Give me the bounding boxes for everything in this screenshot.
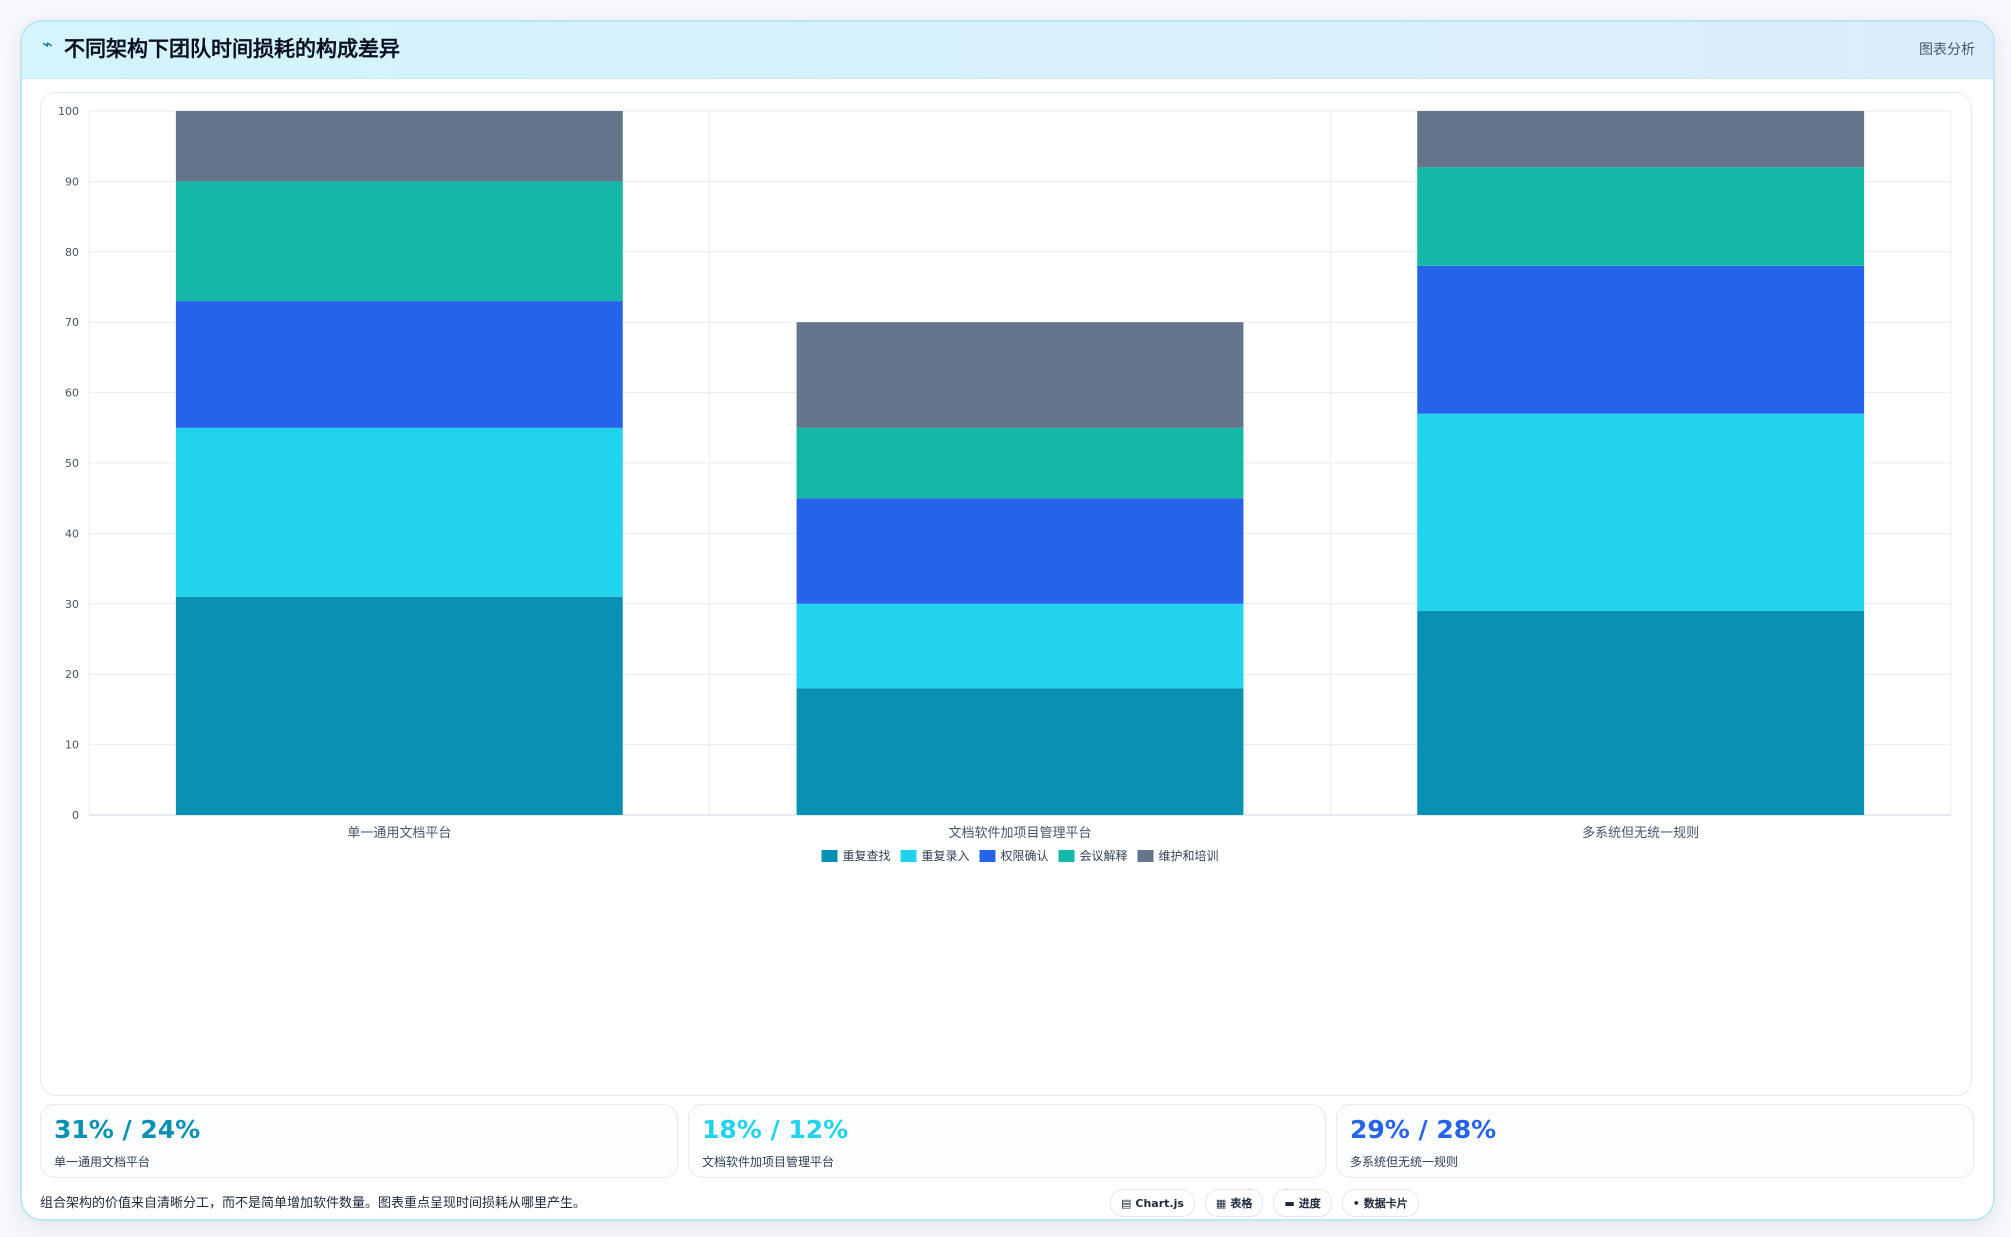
- footnote: 组合架构的价值来自清晰分工，而不是简单增加软件数量。图表重点呈现时间损耗从哪里产…: [40, 1196, 587, 1211]
- bar-segment: [175, 301, 623, 428]
- bar-segment: [1417, 111, 1865, 168]
- trend-line-icon: ⌁: [42, 34, 53, 55]
- chart-card: ⌁ 不同架构下团队时间损耗的构成差异 图表分析 0 10 20 30 40 50 60 70 8…: [20, 20, 1995, 1221]
- legend-label: 重复查找: [843, 849, 891, 863]
- y-tick-label: 70: [65, 316, 79, 329]
- bar-segment: [175, 181, 623, 302]
- y-tick-label: 20: [65, 668, 79, 681]
- bar-segment: [1417, 413, 1865, 611]
- bar-segment: [796, 498, 1244, 604]
- x-tick-label: 单一通用文档平台: [347, 826, 451, 841]
- legend-swatch: [1137, 850, 1154, 862]
- legend-label: 会议解释: [1080, 849, 1128, 863]
- stat-value: 31% / 24%: [54, 1115, 201, 1144]
- card-header: ⌁ 不同架构下团队时间损耗的构成差异 图表分析: [22, 22, 1993, 79]
- chart-panel: 0 10 20 30 40 50 60 70 80 90 100 单一通用文档平台 文档软件加项目管理平…: [40, 92, 1972, 1096]
- stat-label: 文档软件加项目管理平台: [702, 1155, 835, 1169]
- stat-value: 18% / 12%: [702, 1115, 849, 1144]
- stat-label: 多系统但无统一规则: [1350, 1155, 1459, 1169]
- y-tick-label: 30: [65, 598, 79, 611]
- bar-segment: [796, 322, 1244, 428]
- y-tick-label: 100: [58, 105, 79, 118]
- pill-label: 进度: [1298, 1197, 1321, 1210]
- legend-swatch: [979, 850, 996, 862]
- bar-segment: [1417, 167, 1865, 266]
- bar-segment: [175, 111, 623, 182]
- stacked-bar-chart: 0 10 20 30 40 50 60 70 80 90 100 单一通用文档平台 文档软件加项目管理平…: [58, 105, 1952, 863]
- bar-segment: [796, 603, 1244, 689]
- legend-swatch: [1058, 850, 1075, 862]
- bar-segment: [175, 596, 623, 815]
- y-tick-label: 10: [65, 739, 79, 752]
- pill-progress[interactable]: ▬ 进度: [1273, 1189, 1332, 1217]
- bar-segment: [1417, 265, 1865, 414]
- y-tick-label: 40: [65, 527, 79, 540]
- chart-analysis-link[interactable]: 图表分析: [1919, 42, 1975, 58]
- stat-card-doc-plus-pm: 18% / 12% 文档软件加项目管理平台: [688, 1104, 1326, 1178]
- legend-label: 权限确认: [1001, 849, 1049, 863]
- y-tick-label: 80: [65, 246, 79, 259]
- legend-swatch: [821, 850, 838, 862]
- y-tick-label: 50: [65, 457, 79, 470]
- chart-title: 不同架构下团队时间损耗的构成差异: [64, 37, 400, 61]
- pill-data-card[interactable]: • 数据卡片: [1341, 1189, 1419, 1217]
- bar-segment: [175, 427, 623, 597]
- pill-table[interactable]: ▦ 表格: [1204, 1189, 1264, 1217]
- legend-label: 重复录入: [922, 849, 970, 863]
- stat-value: 29% / 28%: [1350, 1115, 1497, 1144]
- stat-card-multi-system: 29% / 28% 多系统但无统一规则: [1336, 1104, 1974, 1178]
- table-icon: ▦: [1215, 1196, 1227, 1210]
- progress-icon: ▬: [1284, 1196, 1295, 1210]
- stat-card-single-platform: 31% / 24% 单一通用文档平台: [40, 1104, 678, 1178]
- bar-segment: [796, 688, 1244, 815]
- pill-label: Chart.js: [1135, 1196, 1184, 1210]
- y-tick-label: 90: [65, 175, 79, 188]
- y-tick-label: 0: [72, 809, 79, 822]
- tag-pills: ▤ Chart.js ▦ 表格 ▬ 进度 • 数据卡片: [1110, 1189, 1419, 1217]
- card-icon: •: [1352, 1196, 1360, 1210]
- legend-swatch: [900, 850, 917, 862]
- legend-label: 维护和培训: [1159, 848, 1219, 863]
- x-tick-label: 文档软件加项目管理平台: [948, 826, 1091, 841]
- chart-icon: ▤: [1121, 1196, 1132, 1210]
- pill-chartjs[interactable]: ▤ Chart.js: [1110, 1189, 1195, 1217]
- y-tick-label: 60: [65, 387, 79, 400]
- x-tick-label: 多系统但无统一规则: [1582, 825, 1699, 841]
- bar-segment: [1417, 610, 1865, 815]
- stat-label: 单一通用文档平台: [54, 1155, 151, 1169]
- pill-label: 数据卡片: [1363, 1197, 1408, 1210]
- bar-segment: [796, 427, 1244, 499]
- pill-label: 表格: [1230, 1197, 1253, 1210]
